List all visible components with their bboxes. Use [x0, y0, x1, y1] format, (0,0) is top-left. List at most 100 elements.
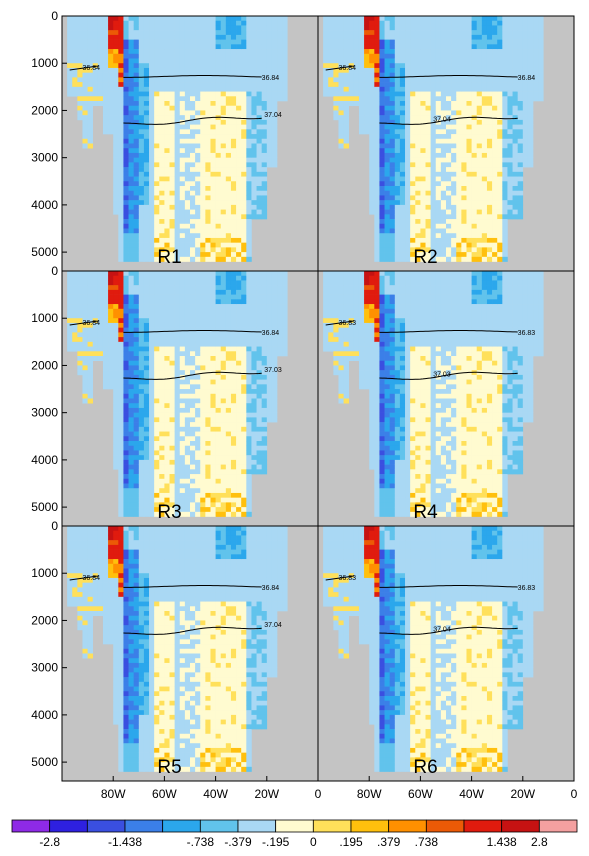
data-cell: [174, 436, 181, 442]
data-cell: [440, 200, 447, 206]
data-cell: [128, 63, 134, 69]
data-cell: [92, 53, 99, 59]
data-cell: [77, 271, 83, 277]
data-cell: [72, 304, 78, 310]
data-cell: [138, 86, 145, 92]
data-cell: [77, 110, 83, 116]
data-cell: [379, 200, 385, 206]
data-cell: [128, 436, 134, 442]
data-cell: [215, 34, 222, 40]
data-cell: [502, 148, 508, 154]
data-cell: [538, 63, 544, 69]
data-cell: [133, 44, 140, 50]
data-cell: [67, 322, 73, 328]
data-cell: [154, 308, 160, 314]
data-cell: [471, 138, 478, 144]
data-cell: [87, 39, 94, 45]
data-cell: [527, 115, 534, 121]
data-cell: [164, 308, 170, 314]
data-cell: [205, 356, 211, 362]
data-cell: [164, 407, 170, 413]
data-cell: [369, 124, 375, 130]
data-cell: [102, 58, 109, 64]
data-cell: [456, 20, 462, 26]
data-cell: [190, 58, 196, 64]
data-cell: [72, 313, 78, 319]
data-cell: [251, 72, 257, 78]
data-cell: [225, 242, 232, 248]
data-cell: [82, 91, 88, 97]
data-cell: [190, 299, 196, 305]
data-cell: [425, 77, 431, 83]
data-cell: [184, 72, 191, 78]
data-cell: [389, 181, 396, 187]
data-cell: [164, 162, 170, 168]
data-cell: [338, 105, 344, 111]
data-cell: [184, 190, 191, 196]
data-cell: [184, 365, 191, 371]
data-cell: [108, 271, 114, 277]
data-cell: [143, 129, 150, 135]
data-cell: [190, 20, 196, 26]
data-cell: [241, 110, 247, 116]
data-cell: [369, 53, 375, 59]
data-cell: [174, 190, 181, 196]
data-cell: [128, 91, 134, 97]
data-cell: [143, 426, 150, 432]
data-cell: [184, 16, 191, 22]
data-cell: [179, 96, 186, 102]
data-cell: [379, 67, 385, 73]
data-cell: [133, 464, 140, 470]
data-cell: [159, 115, 165, 121]
data-cell: [220, 214, 227, 220]
data-cell: [435, 214, 442, 220]
data-cell: [210, 441, 216, 447]
data-cell: [215, 492, 222, 498]
data-cell: [492, 44, 498, 50]
data-cell: [456, 82, 462, 88]
data-cell: [486, 110, 493, 116]
data-cell: [353, 96, 360, 102]
data-cell: [174, 228, 181, 234]
data-cell: [420, 67, 426, 73]
data-cell: [128, 82, 134, 88]
data-cell: [451, 58, 457, 64]
data-cell: [497, 138, 503, 144]
data-cell: [184, 134, 191, 140]
data-cell: [133, 313, 140, 319]
data-cell: [190, 507, 196, 513]
data-cell: [159, 370, 165, 376]
data-cell: [102, 105, 109, 111]
data-cell: [497, 181, 503, 187]
data-cell: [241, 58, 247, 64]
data-cell: [123, 129, 129, 135]
data-cell: [118, 488, 124, 494]
data-cell: [405, 72, 411, 78]
data-cell: [190, 237, 196, 243]
data-cell: [343, 129, 350, 135]
data-cell: [456, 91, 462, 97]
data-cell: [164, 280, 170, 286]
data-cell: [128, 294, 134, 300]
data-cell: [154, 280, 160, 286]
data-cell: [261, 162, 268, 168]
data-cell: [394, 228, 401, 234]
data-cell: [430, 162, 437, 168]
data-cell: [133, 167, 140, 173]
data-cell: [138, 308, 145, 314]
data-cell: [220, 63, 227, 69]
data-cell: [461, 124, 467, 130]
data-cell: [512, 200, 518, 206]
data-cell: [251, 44, 257, 50]
data-cell: [389, 204, 396, 210]
data-cell: [210, 58, 216, 64]
data-cell: [271, 115, 278, 121]
data-cell: [502, 237, 508, 243]
data-cell: [220, 44, 227, 50]
data-cell: [210, 478, 216, 484]
data-cell: [456, 214, 462, 220]
data-cell: [256, 119, 262, 125]
data-cell: [230, 129, 237, 135]
data-cell: [108, 25, 114, 31]
data-cell: [440, 129, 447, 135]
